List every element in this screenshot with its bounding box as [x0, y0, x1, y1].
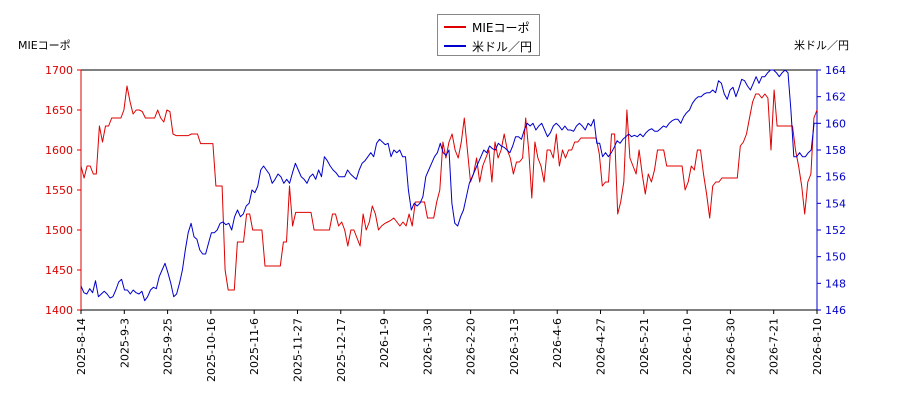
right-tick-label: 148 [825, 277, 846, 290]
left-tick-label: 1500 [45, 224, 73, 237]
legend-swatch-usdjpy [444, 45, 466, 47]
x-tick-label: 2026-8-10 [811, 318, 824, 375]
legend-label-usdjpy: 米ドル／円 [472, 39, 533, 54]
x-tick-label: 2025-10-16 [205, 318, 218, 382]
left-tick-label: 1400 [45, 304, 73, 317]
legend-label-mie: MIEコーポ [472, 20, 530, 35]
legend-item-mie: MIEコーポ [444, 18, 529, 36]
x-tick-label: 2025-8-14 [75, 318, 88, 375]
right-tick-label: 162 [825, 91, 846, 104]
series-line-usdjpy [80, 69, 817, 302]
right-tick-label: 158 [825, 144, 846, 157]
x-tick-label: 2026-1-9 [378, 318, 391, 368]
legend-item-usdjpy: 米ドル／円 [444, 37, 532, 55]
left-tick-label: 1650 [45, 104, 73, 117]
x-tick-label: 2026-6-30 [724, 318, 737, 375]
x-tick-label: 2026-4-6 [551, 318, 564, 368]
right-tick-label: 146 [825, 304, 846, 317]
right-tick-label: 152 [825, 224, 846, 237]
right-tick-label: 156 [825, 171, 846, 184]
legend-swatch-mie [444, 26, 466, 28]
right-tick-label: 164 [825, 64, 846, 77]
x-tick-label: 2026-4-27 [595, 318, 608, 375]
right-axis-label: 米ドル／円 [794, 39, 849, 52]
x-tick-label: 2025-11-27 [291, 318, 304, 382]
x-tick-label: 2025-11-6 [248, 318, 261, 375]
x-tick-label: 2025-12-17 [335, 318, 348, 382]
x-tick-label: 2026-6-10 [681, 318, 694, 375]
left-tick-label: 1700 [45, 64, 73, 77]
x-tick-label: 2026-1-30 [421, 318, 434, 375]
x-tick-label: 2026-7-21 [768, 318, 781, 375]
right-tick-label: 154 [825, 197, 846, 210]
x-tick-label: 2026-3-13 [508, 318, 521, 375]
right-tick-label: 160 [825, 117, 846, 130]
x-tick-label: 2026-5-21 [638, 318, 651, 375]
series-line-mie [80, 85, 818, 291]
left-tick-label: 1600 [45, 144, 73, 157]
x-tick-label: 2025-9-25 [162, 318, 175, 375]
x-tick-label: 2025-9-3 [118, 318, 131, 368]
left-tick-label: 1450 [45, 264, 73, 277]
right-tick-label: 150 [825, 251, 846, 264]
left-axis-label: MIEコーポ [18, 39, 71, 52]
legend: MIEコーポ 米ドル／円 [437, 14, 540, 56]
left-tick-label: 1550 [45, 184, 73, 197]
x-tick-label: 2026-2-20 [465, 318, 478, 375]
